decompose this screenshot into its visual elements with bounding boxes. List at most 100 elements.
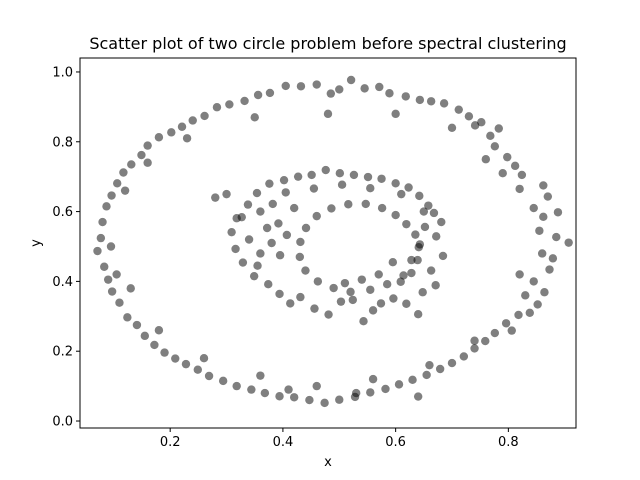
scatter-point <box>414 242 423 252</box>
scatter-point <box>377 174 386 183</box>
scatter-point <box>256 207 265 216</box>
scatter-point <box>374 270 383 279</box>
scatter-point <box>552 232 561 242</box>
scatter-point <box>320 398 329 408</box>
scatter-point <box>243 200 253 209</box>
scatter-point <box>470 336 479 345</box>
scatter-point <box>296 237 305 247</box>
scatter-point <box>501 319 511 328</box>
scatter-point <box>375 82 384 92</box>
scatter-point <box>265 179 274 188</box>
scatter-point <box>137 150 146 160</box>
scatter-point <box>459 352 469 361</box>
x-tick-label: 0.2 <box>160 435 181 450</box>
scatter-point <box>490 328 500 338</box>
scatter-point <box>539 181 548 190</box>
scatter-point <box>545 265 554 274</box>
scatter-point <box>181 359 191 369</box>
scatter-point <box>366 388 375 397</box>
scatter-point <box>275 251 285 260</box>
scatter-point <box>437 217 446 227</box>
scatter-point <box>274 219 283 228</box>
scatter-point <box>260 388 270 398</box>
scatter-point <box>447 358 457 368</box>
scatter-point <box>107 287 117 296</box>
scatter-point <box>324 310 333 319</box>
scatter-point <box>346 75 356 85</box>
scatter-point <box>394 380 404 389</box>
scatter-point <box>177 122 187 131</box>
scatter-point <box>413 255 422 265</box>
scatter-point <box>340 278 350 288</box>
scatter-point <box>264 279 273 289</box>
scatter-point <box>256 371 265 380</box>
y-tick-label: 0.4 <box>52 275 73 290</box>
scatter-point <box>351 388 361 398</box>
scatter-point <box>267 238 276 248</box>
scatter-point <box>438 251 448 261</box>
scatter-point <box>218 376 228 386</box>
scatter-point <box>407 268 416 278</box>
scatter-point <box>419 207 429 216</box>
scatter-point <box>312 381 321 391</box>
scatter-point <box>470 344 479 353</box>
scatter-point <box>143 158 152 167</box>
scatter-point <box>249 271 259 281</box>
y-tick-label: 0.0 <box>52 415 73 430</box>
scatter-point <box>296 292 305 302</box>
scatter-point <box>102 202 111 211</box>
scatter-point <box>327 204 336 213</box>
y-tick-label: 0.2 <box>52 345 73 360</box>
scatter-point <box>424 201 433 210</box>
x-tick-label: 0.8 <box>498 435 519 450</box>
y-tick-label: 0.6 <box>52 205 73 220</box>
scatter-point <box>200 111 209 121</box>
plot-frame <box>79 57 577 429</box>
chart-title: Scatter plot of two circle problem befor… <box>89 34 566 53</box>
scatter-point <box>415 191 424 201</box>
scatter-point <box>253 90 263 100</box>
scatter-point <box>337 180 347 189</box>
scatter-point <box>222 189 231 199</box>
scatter-point <box>391 210 400 220</box>
scatter-point <box>225 100 234 109</box>
scatter-point <box>305 395 314 405</box>
scatter-point <box>323 109 333 119</box>
scatter-point <box>312 211 321 221</box>
scatter-point <box>286 299 295 308</box>
scatter-point <box>366 184 375 193</box>
scatter-point <box>349 170 359 180</box>
scatter-point <box>494 124 503 133</box>
scatter-point <box>182 134 192 143</box>
scatter-point <box>231 244 240 254</box>
scatter-point <box>366 285 375 294</box>
scatter-point <box>535 226 544 235</box>
scatter-point <box>284 385 293 394</box>
scatter-point <box>431 281 440 290</box>
scatter-point <box>363 172 373 182</box>
scatter-point <box>140 331 150 341</box>
scatter-point <box>250 113 259 122</box>
scatter-point <box>447 123 457 133</box>
scatter-point <box>281 81 290 91</box>
scatter-point <box>115 298 124 307</box>
scatter-point <box>204 371 214 381</box>
scatter-point <box>244 235 254 244</box>
scatter-point <box>289 203 299 213</box>
scatter-point <box>107 191 116 200</box>
scatter-point <box>154 133 164 142</box>
scatter-point <box>396 277 405 286</box>
scatter-point <box>301 266 310 275</box>
scatter-point <box>553 208 563 217</box>
scatter-point <box>296 82 306 91</box>
scatter-point <box>391 179 400 188</box>
scatter-point <box>212 103 222 112</box>
scatter-point <box>310 304 319 313</box>
scatter-point <box>507 326 516 335</box>
x-tick-label: 0.4 <box>273 435 294 450</box>
scatter-point <box>193 365 202 374</box>
scatter-point <box>540 288 549 297</box>
scatter-point <box>126 284 135 293</box>
